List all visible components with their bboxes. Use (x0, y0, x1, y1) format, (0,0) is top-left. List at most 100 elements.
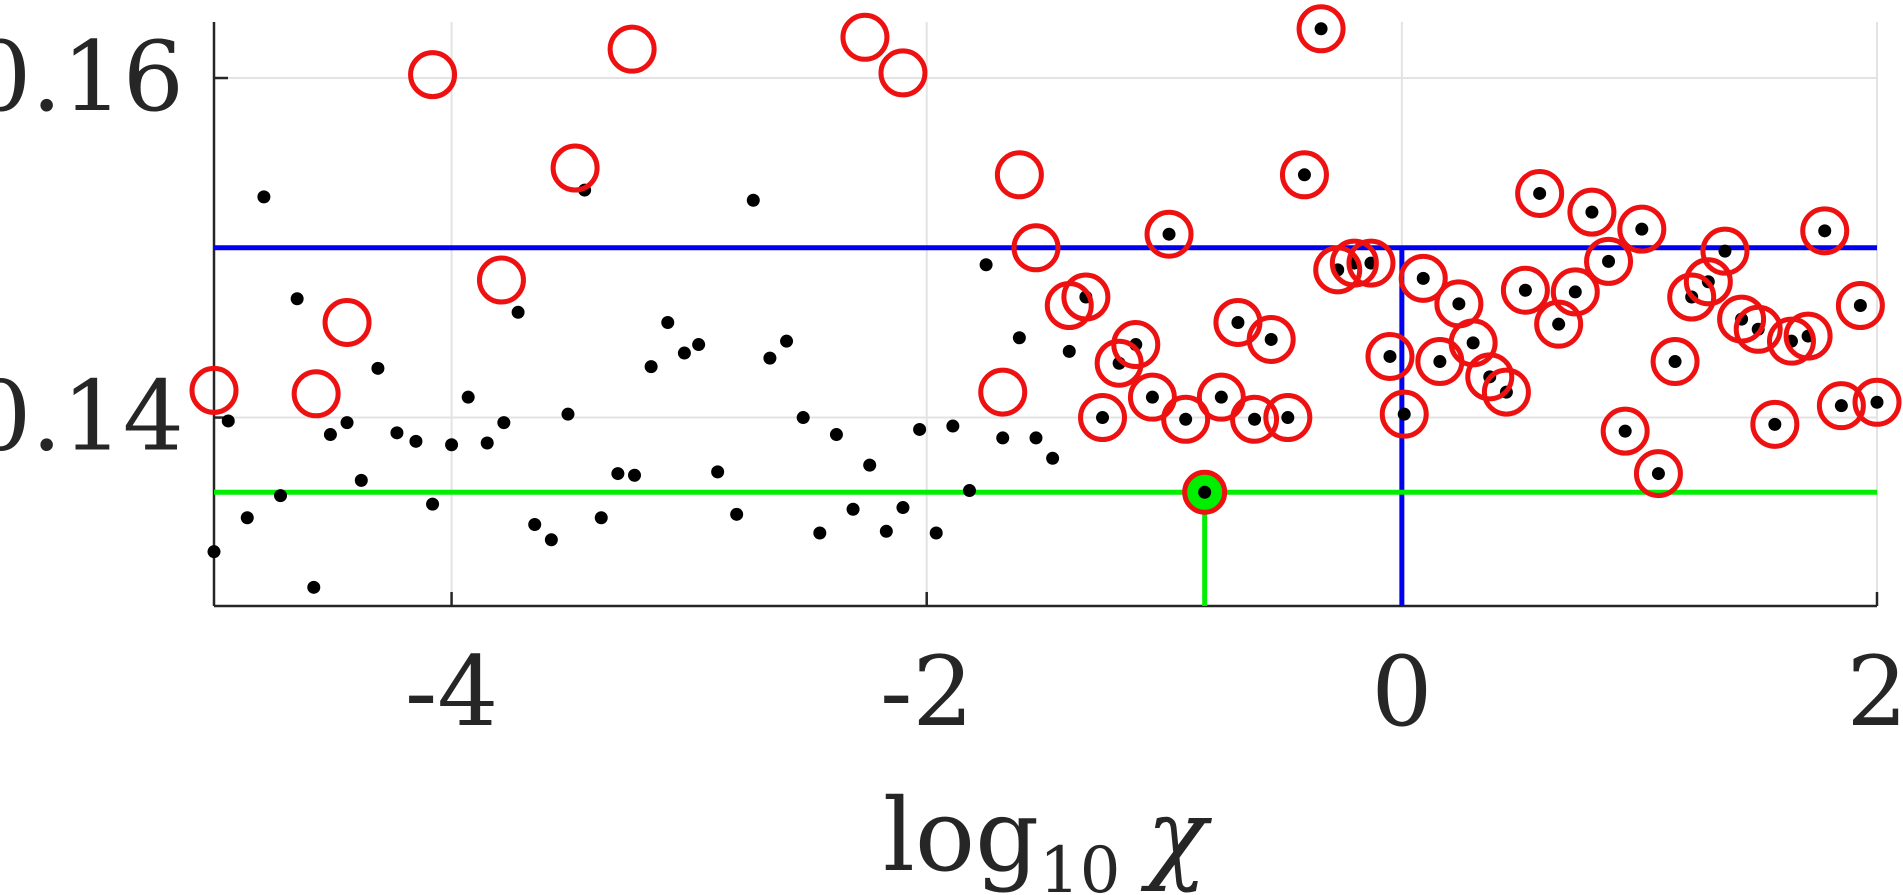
data-point (1416, 271, 1430, 285)
data-point (480, 436, 494, 450)
data-point (1452, 297, 1466, 311)
selected-circle (1011, 223, 1061, 273)
data-point (1668, 355, 1682, 369)
data-point (879, 524, 893, 538)
selected-circle (1296, 4, 1346, 54)
tick-labels: -4 -2 0 2 0.14 0.16 (0, 21, 1903, 748)
y-tick-label: 0.14 (0, 361, 184, 473)
data-point (221, 414, 235, 428)
data-point (461, 390, 475, 404)
data-points (207, 22, 1884, 594)
data-point (390, 426, 404, 440)
data-point (628, 468, 642, 482)
data-point (1179, 412, 1193, 426)
data-point (1768, 417, 1782, 431)
data-point (594, 511, 608, 525)
selected-circle (1246, 314, 1296, 364)
data-point (1062, 344, 1076, 358)
selected-circle (1600, 406, 1650, 456)
data-point (829, 428, 843, 442)
selected-point-circles (189, 4, 1902, 499)
data-point (1397, 407, 1411, 421)
data-point (896, 501, 910, 515)
selected-circle (1852, 377, 1902, 427)
data-point (644, 360, 658, 374)
selected-circle (476, 255, 526, 305)
data-point (746, 193, 760, 207)
selected-circle (1733, 304, 1783, 354)
data-point (290, 292, 304, 306)
selected-circle (1617, 204, 1667, 254)
selected-circle (1633, 449, 1683, 499)
data-point (1046, 451, 1060, 465)
data-point (929, 526, 943, 540)
selected-circle (1346, 238, 1396, 288)
data-point (996, 431, 1010, 445)
data-point (354, 473, 368, 487)
selected-circle (1111, 320, 1161, 370)
data-point (1466, 336, 1480, 350)
grid-lines (214, 22, 1878, 606)
selected-circle (1584, 236, 1634, 286)
data-point (497, 416, 511, 430)
data-point (426, 497, 440, 511)
selected-circle (1094, 338, 1144, 388)
data-point (1012, 331, 1026, 345)
data-point (340, 416, 354, 430)
selected-circle (1230, 394, 1280, 444)
selected-circle (878, 48, 928, 98)
selected-circle (1500, 265, 1550, 315)
data-point (1651, 467, 1665, 481)
selected-circle (1379, 389, 1429, 439)
selected-circle (1465, 352, 1515, 402)
data-point (661, 315, 675, 329)
selected-circle (1196, 372, 1246, 422)
data-point (1818, 224, 1832, 238)
selected-circle (1534, 299, 1584, 349)
selected-circle (1550, 267, 1600, 317)
data-point (692, 338, 706, 352)
data-point (1834, 399, 1848, 413)
data-point (1853, 299, 1867, 313)
data-point (307, 580, 321, 594)
selected-circle (1329, 238, 1379, 288)
data-point (1248, 412, 1262, 426)
data-point (979, 258, 993, 272)
data-point (240, 511, 254, 525)
x-tick-label: 0 (1371, 636, 1432, 748)
highlight-marker (1182, 469, 1228, 515)
x-tick-label: -4 (405, 636, 499, 748)
data-point (946, 419, 960, 433)
data-point (207, 545, 221, 559)
selected-circle (1144, 209, 1194, 259)
selected-circle (1161, 394, 1211, 444)
selected-circle (1650, 337, 1700, 387)
selected-circle (1279, 150, 1329, 200)
data-point (1162, 227, 1176, 241)
selected-circle (322, 297, 372, 347)
selected-circle (1078, 393, 1128, 443)
data-point (511, 305, 525, 319)
data-point (528, 518, 542, 532)
data-point (409, 434, 423, 448)
x-tick-label: 2 (1846, 636, 1903, 748)
selected-circle (1481, 367, 1531, 417)
data-point (274, 489, 288, 503)
selected-circle (1816, 381, 1866, 431)
selected-circle (1800, 206, 1850, 256)
data-point (1297, 168, 1311, 182)
x-axis-title-symbol: χ (1141, 777, 1213, 894)
data-point (1231, 315, 1245, 329)
selected-circle (1750, 399, 1800, 449)
data-point (1145, 390, 1159, 404)
data-point (913, 422, 927, 436)
y-tick-label: 0.16 (0, 21, 184, 133)
data-point (677, 346, 691, 360)
selected-circle (1127, 372, 1177, 422)
selected-circle (189, 365, 239, 415)
data-point (1533, 186, 1547, 200)
data-point (846, 502, 860, 516)
data-point (1281, 411, 1295, 425)
selected-circle (1683, 257, 1733, 307)
